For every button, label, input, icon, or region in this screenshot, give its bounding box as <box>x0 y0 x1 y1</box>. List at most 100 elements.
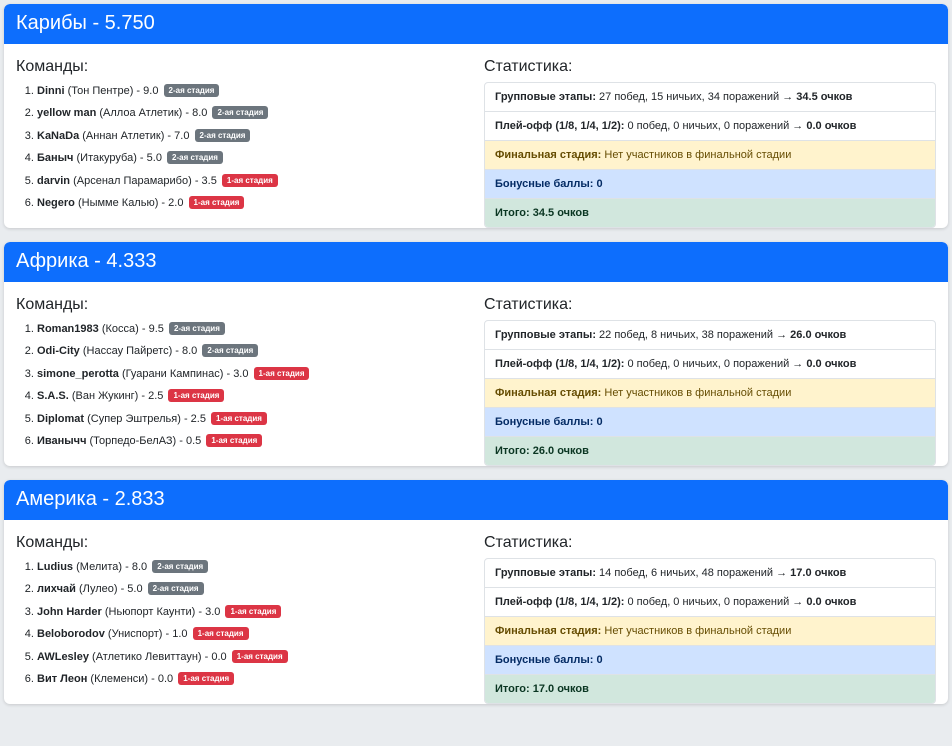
stage-badge: 2-ая стадия <box>212 106 269 120</box>
stage-badge: 1-ая стадия <box>211 411 267 425</box>
teams-list: Roman1983 (Косса) - 9.5 2-ая стадияOdi-C… <box>16 320 484 454</box>
stats-final-label: Финальная стадия: <box>495 149 602 161</box>
stats-group-row: Групповые этапы: 22 побед, 8 ничьих, 38 … <box>485 321 935 350</box>
stats-final-label: Финальная стадия: <box>495 625 602 637</box>
team-club: (Ван Жукинг) - 2.5 <box>71 390 164 403</box>
teams-title: Команды: <box>16 58 89 75</box>
stats-final-row: Финальная стадия: Нет участников в финал… <box>485 379 935 408</box>
stats-title: Статистика: <box>484 58 573 75</box>
stage-badge: 2-ая стадия <box>194 128 251 142</box>
team-player: лихчай <box>37 583 76 596</box>
team-player: simone_perotta <box>37 367 119 380</box>
team-club: (Клеменси) - 0.0 <box>90 672 174 685</box>
team-player: Ludius <box>37 561 74 573</box>
group-card: Америка - 2.833 Команды: Ludius (Мелита) -… <box>4 480 948 704</box>
team-player: Diplomat <box>37 412 85 425</box>
group-title: Африка - 4.333 <box>4 242 948 282</box>
stage-badge: 1-ая стадия <box>225 604 282 618</box>
stats-playoff-row: Плей-офф (1/8, 1/4, 1/2): 0 побед, 0 нич… <box>485 112 935 141</box>
stats-group-label: Групповые этапы: <box>495 329 596 341</box>
team-club: (Косса) - 9.5 <box>101 323 164 335</box>
stage-badge: 2-ая стадия <box>163 84 220 97</box>
team-item: лихчай (Лулео) - 5.0 2-ая стадия <box>37 580 484 602</box>
stats-group-points: 34.5 очков <box>796 91 853 103</box>
team-item: KaNaDa (Аннан Атлетик) - 7.0 2-ая стадия <box>37 127 484 149</box>
stage-badge: 2-ая стадия <box>202 344 259 358</box>
team-item: Roman1983 (Косса) - 9.5 2-ая стадия <box>37 320 484 342</box>
stage-badge: 1-ая стадия <box>206 433 263 447</box>
stage-badge: 1-ая стадия <box>231 649 288 663</box>
group-card: Африка - 4.333 Команды: Roman1983 (Косса) … <box>4 242 948 466</box>
stats-group-label: Групповые этапы: <box>495 91 596 103</box>
stats-list: Групповые этапы: 14 побед, 6 ничьих, 48 … <box>484 558 936 704</box>
team-item: Odi-City (Нассау Пайретс) - 8.0 2-ая ста… <box>37 342 484 364</box>
group-body: Команды: Ludius (Мелита) - 8.0 2-ая стади… <box>4 520 948 704</box>
team-club: (Гуарани Кампинас) - 3.0 <box>121 367 249 380</box>
team-item: Negero (Нымме Калью) - 2.0 1-ая стадия <box>37 194 484 216</box>
group-title: Карибы - 5.750 <box>4 4 948 44</box>
team-club: (Ньюпорт Каунти) - 3.0 <box>104 605 221 618</box>
teams-column: Команды: Ludius (Мелита) - 8.0 2-ая стади… <box>16 534 484 694</box>
stage-badge: 1-ая стадия <box>221 173 278 187</box>
group-body: Команды: Dinni (Тон Пентре) - 9.0 2-ая ст… <box>4 44 948 228</box>
stats-title: Статистика: <box>484 296 573 313</box>
teams-list: Ludius (Мелита) - 8.0 2-ая стадиялихчай … <box>16 558 484 692</box>
stats-final-row: Финальная стадия: Нет участников в финал… <box>485 141 935 170</box>
team-item: Beloborodov (Униспорт) - 1.0 1-ая стадия <box>37 625 484 647</box>
stats-playoff-value: 0 побед, 0 ничьих, 0 поражений → <box>627 120 804 132</box>
stats-bonus-row: Бонусные баллы: 0 <box>485 408 935 437</box>
team-item: Diplomat (Супер Эштрелья) - 2.5 1-ая ста… <box>37 410 484 432</box>
stats-playoff-label: Плей-офф (1/8, 1/4, 1/2): <box>495 120 625 132</box>
team-club: (Арсенал Парамарибо) - 3.5 <box>73 174 217 187</box>
stats-final-row: Финальная стадия: Нет участников в финал… <box>485 617 935 646</box>
stats-total-label: Итого: 17.0 очков <box>495 683 589 695</box>
team-club: (Нассау Пайретс) - 8.0 <box>82 345 198 358</box>
team-player: Odi-City <box>37 345 80 358</box>
stats-group-row: Групповые этапы: 27 побед, 15 ничьих, 34… <box>485 83 935 112</box>
teams-column: Команды: Roman1983 (Косса) - 9.5 2-ая ста… <box>16 296 484 456</box>
stats-group-value: 22 побед, 8 ничьих, 38 поражений → <box>599 329 788 341</box>
team-club: (Тон Пентре) - 9.0 <box>67 85 159 97</box>
stats-column: Статистика: Групповые этапы: 14 побед, 6 … <box>484 534 936 704</box>
team-item: S.A.S. (Ван Жукинг) - 2.5 1-ая стадия <box>37 387 484 409</box>
stats-final-value: Нет участников в финальной стадии <box>604 625 792 637</box>
stage-badge: 1-ая стадия <box>178 671 235 685</box>
stats-bonus-label: Бонусные баллы: 0 <box>495 178 603 190</box>
stats-list: Групповые этапы: 22 побед, 8 ничьих, 38 … <box>484 320 936 466</box>
team-item: Dinni (Тон Пентре) - 9.0 2-ая стадия <box>37 82 484 104</box>
stats-total-row: Итого: 26.0 очков <box>485 437 935 465</box>
stats-playoff-points: 0.0 очков <box>806 120 857 132</box>
stats-column: Статистика: Групповые этапы: 22 побед, 8 … <box>484 296 936 466</box>
stats-bonus-row: Бонусные баллы: 0 <box>485 646 935 675</box>
team-player: yellow man <box>37 107 97 120</box>
team-club: (Униспорт) - 1.0 <box>107 628 188 641</box>
team-club: (Торпедо-БелАЗ) - 0.5 <box>89 434 202 447</box>
team-player: Dinni <box>37 85 65 97</box>
team-player: Баныч <box>37 152 74 165</box>
stage-badge: 1-ая стадия <box>192 627 249 641</box>
team-item: Иванычч (Торпедо-БелАЗ) - 0.5 1-ая стади… <box>37 432 484 454</box>
stage-badge: 2-ая стадия <box>147 582 204 596</box>
stats-total-label: Итого: 34.5 очков <box>495 207 589 219</box>
stats-column: Статистика: Групповые этапы: 27 побед, 15… <box>484 58 936 228</box>
stats-playoff-points: 0.0 очков <box>806 358 857 370</box>
team-player: S.A.S. <box>37 390 69 403</box>
team-player: John Harder <box>37 605 102 618</box>
team-item: simone_perotta (Гуарани Кампинас) - 3.0 … <box>37 365 484 387</box>
stats-title: Статистика: <box>484 534 573 551</box>
stats-playoff-points: 0.0 очков <box>806 596 857 608</box>
stats-total-row: Итого: 34.5 очков <box>485 199 935 227</box>
stage-badge: 1-ая стадия <box>188 195 245 209</box>
team-club: (Аллоа Атлетик) - 8.0 <box>99 107 208 120</box>
stats-total-label: Итого: 26.0 очков <box>495 445 589 457</box>
team-player: Иванычч <box>37 434 87 447</box>
team-club: (Лулео) - 5.0 <box>78 583 143 596</box>
team-item: yellow man (Аллоа Атлетик) - 8.0 2-ая ст… <box>37 104 484 126</box>
stats-final-value: Нет участников в финальной стадии <box>604 149 792 161</box>
group-card: Карибы - 5.750 Команды: Dinni (Тон Пентре)… <box>4 4 948 228</box>
stats-group-points: 17.0 очков <box>790 567 847 579</box>
team-player: Roman1983 <box>37 323 99 335</box>
teams-column: Команды: Dinni (Тон Пентре) - 9.0 2-ая ст… <box>16 58 484 218</box>
team-item: AWLesley (Атлетико Левиттаун) - 0.0 1-ая… <box>37 648 484 670</box>
stats-group-value: 27 побед, 15 ничьих, 34 поражений → <box>599 91 794 103</box>
